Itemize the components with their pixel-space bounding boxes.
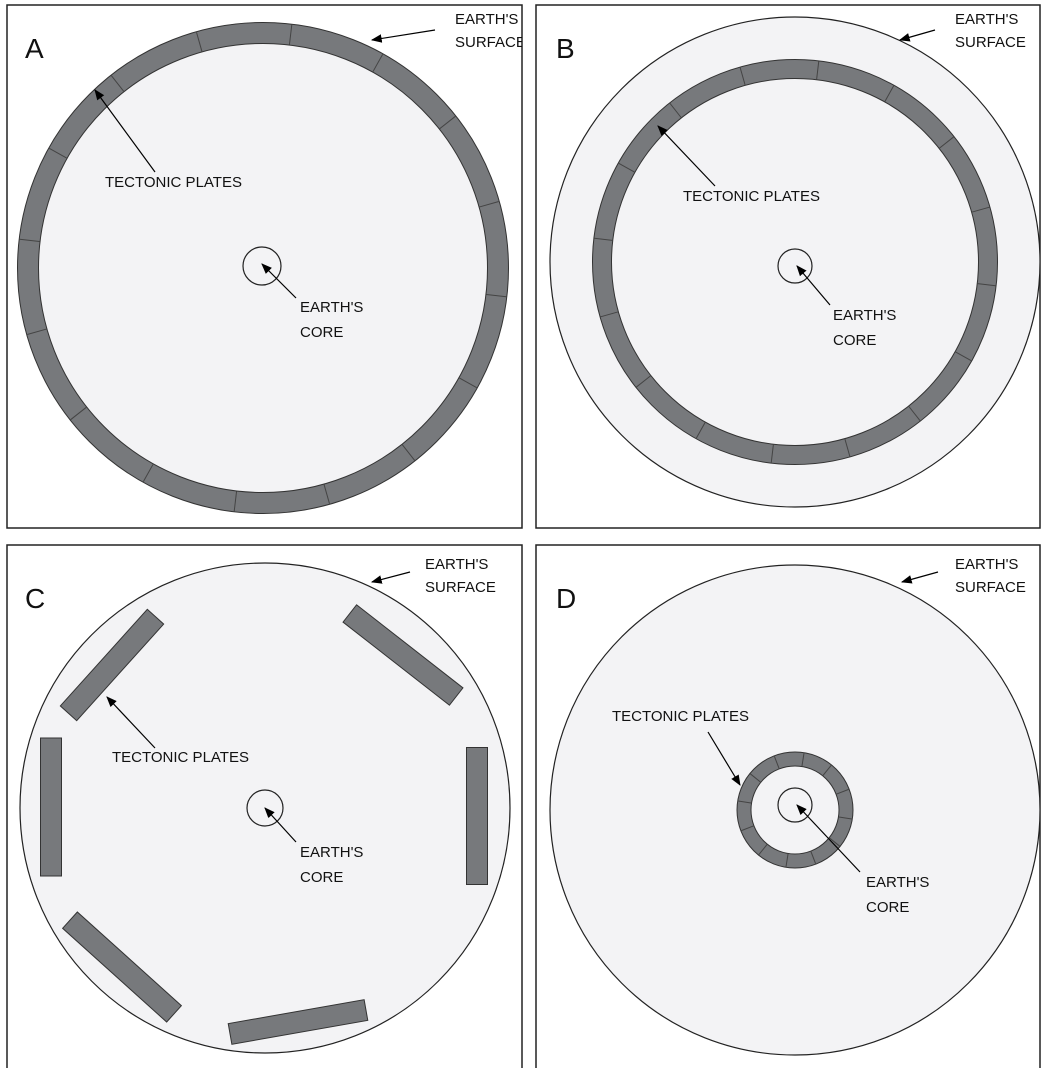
earth-surface — [550, 17, 1040, 507]
core-label: EARTH'S — [833, 307, 896, 324]
core-label: CORE — [833, 332, 876, 349]
plates-label: TECTONIC PLATES — [612, 708, 749, 725]
plates-label: TECTONIC PLATES — [683, 188, 820, 205]
panel: D EARTH'S SURFACE TECTONIC PLATES EARTH'S COR… — [536, 545, 1040, 1068]
surface-label: SURFACE — [455, 34, 526, 51]
plates-label: TECTONIC PLATES — [105, 174, 242, 191]
panel-label: C — [25, 583, 45, 614]
panel-label: B — [556, 33, 575, 64]
surface-label: EARTH'S — [455, 11, 518, 28]
plate — [41, 738, 62, 876]
surface-label: EARTH'S — [425, 556, 488, 573]
panel: B EARTH'S SURFACE TECTONIC PLATES EARTH'S COR… — [536, 5, 1040, 528]
diagram: A EARTH'S SURFACE TECTONIC PLATES EARTH'S COR… — [0, 0, 1043, 1068]
plates-label: TECTONIC PLATES — [112, 749, 249, 766]
earth-surface — [550, 565, 1040, 1055]
core-label: CORE — [300, 869, 343, 886]
panel-label: A — [25, 33, 44, 64]
surface-label: EARTH'S — [955, 11, 1018, 28]
core-label: CORE — [866, 899, 909, 916]
core-label: EARTH'S — [300, 299, 363, 316]
panel-label: D — [556, 583, 576, 614]
panel: C EARTH'S SURFACE TECTONIC PLATES EARTH'S COR… — [7, 545, 522, 1068]
surface-label: SURFACE — [425, 579, 496, 596]
core-label: EARTH'S — [866, 874, 929, 891]
plate — [467, 748, 488, 885]
surface-label: SURFACE — [955, 34, 1026, 51]
panel: A EARTH'S SURFACE TECTONIC PLATES EARTH'S COR… — [7, 5, 526, 528]
core-label: CORE — [300, 324, 343, 341]
page: A EARTH'S SURFACE TECTONIC PLATES EARTH'S COR… — [0, 0, 1043, 1068]
surface-label: SURFACE — [955, 579, 1026, 596]
core-label: EARTH'S — [300, 844, 363, 861]
surface-label: EARTH'S — [955, 556, 1018, 573]
